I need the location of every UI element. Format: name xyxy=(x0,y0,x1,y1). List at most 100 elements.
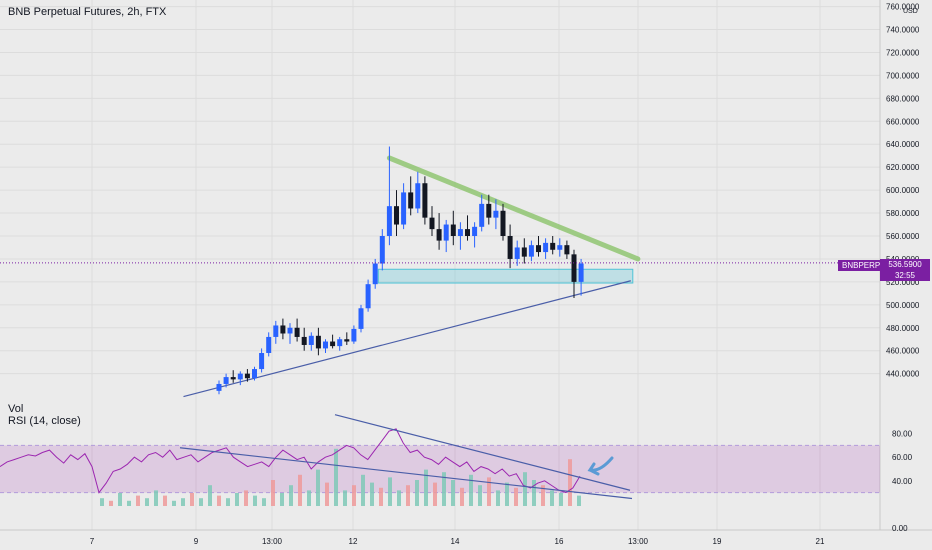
rsi-tick-label: 80.00 xyxy=(892,430,913,439)
candle-body xyxy=(230,377,236,380)
volume-bar xyxy=(109,500,113,506)
candle-body xyxy=(507,236,513,259)
candle-body xyxy=(294,327,300,337)
volume-bar xyxy=(217,495,221,506)
candle-body xyxy=(379,236,385,264)
volume-bar xyxy=(370,482,374,506)
candle-body xyxy=(465,229,470,236)
x-tick-label: 21 xyxy=(816,537,825,546)
volume-bar xyxy=(316,469,320,506)
candle-body xyxy=(514,247,520,259)
volume-bar xyxy=(487,477,491,506)
volume-bar xyxy=(541,485,545,506)
volume-bar xyxy=(253,495,257,506)
rsi-line xyxy=(0,428,581,494)
y-tick-label: 700.0000 xyxy=(886,71,920,80)
volume-bar xyxy=(415,480,419,506)
support-zone xyxy=(377,268,634,284)
candle-body xyxy=(365,284,371,309)
volume-bar xyxy=(505,482,509,506)
candle-body xyxy=(323,341,328,349)
rsi-tick-label: 40.00 xyxy=(892,477,913,486)
volume-bar xyxy=(172,500,176,506)
annotation-arrow xyxy=(587,456,614,476)
volume-bar xyxy=(271,480,275,506)
volume-bar xyxy=(469,474,473,506)
volume-bar xyxy=(244,490,248,506)
candle-body xyxy=(450,224,456,236)
rsi-band xyxy=(0,445,880,493)
candle-body xyxy=(223,377,229,384)
volume-label: Vol xyxy=(8,403,24,415)
candle-body xyxy=(280,325,286,334)
volume-bar xyxy=(298,474,302,506)
candle-body xyxy=(408,192,414,209)
y-tick-label: 460.0000 xyxy=(886,347,920,356)
candle-body xyxy=(415,183,421,209)
volume-bar xyxy=(190,493,194,506)
candle-body xyxy=(259,353,265,370)
volume-bar xyxy=(568,459,572,506)
volume-bar xyxy=(406,485,410,506)
volume-bar xyxy=(334,448,338,506)
candle-body xyxy=(500,210,506,236)
y-tick-label: 640.0000 xyxy=(886,140,920,149)
rsi-tick-label: 60.00 xyxy=(892,453,913,462)
volume-bar xyxy=(559,493,563,506)
candle-body xyxy=(457,229,463,236)
volume-bar xyxy=(433,482,437,506)
candle-body xyxy=(301,336,307,345)
volume-bar xyxy=(496,490,500,506)
volume-bar xyxy=(208,485,212,506)
volume-bar xyxy=(226,498,230,506)
volume-bar xyxy=(307,490,311,506)
bar-countdown: 32:55 xyxy=(894,271,916,280)
candle-body xyxy=(351,328,357,342)
y-tick-label: 740.0000 xyxy=(886,26,920,35)
volume-bar xyxy=(100,498,104,506)
x-tick-label: 7 xyxy=(90,537,95,546)
candle-body xyxy=(564,245,570,255)
candle-body xyxy=(216,383,222,391)
candle-body xyxy=(266,336,272,353)
rsi-tick-label: 0.00 xyxy=(892,524,908,533)
candle-body xyxy=(571,254,577,282)
candle-body xyxy=(394,206,399,225)
chart-title: BNB Perpetual Futures, 2h, FTX xyxy=(8,6,167,18)
volume-bar xyxy=(352,485,356,506)
currency-label: USD xyxy=(903,8,918,15)
volume-bar xyxy=(397,490,401,506)
ascending-trendline xyxy=(183,280,631,398)
volume-bar xyxy=(532,480,536,506)
y-tick-label: 480.0000 xyxy=(886,324,920,333)
rsi-label: RSI (14, close) xyxy=(8,415,81,427)
volume-bar xyxy=(289,485,293,506)
candle-body xyxy=(472,226,478,236)
volume-bar xyxy=(343,490,347,506)
volume-bar xyxy=(325,482,329,506)
rsi-trendline-upper xyxy=(334,414,631,491)
candle-body xyxy=(244,373,250,379)
volume-bar xyxy=(145,498,149,506)
price-badge: 536.5900 32:55 xyxy=(880,259,930,281)
candle-body xyxy=(493,210,499,218)
y-tick-label: 760.0000 xyxy=(886,3,920,12)
candle-body xyxy=(436,229,442,241)
candle-body xyxy=(315,335,321,349)
y-tick-label: 620.0000 xyxy=(886,163,920,172)
x-tick-label: 19 xyxy=(713,537,722,546)
candle-body xyxy=(422,183,428,218)
x-tick-label: 13:00 xyxy=(262,537,283,546)
y-tick-label: 660.0000 xyxy=(886,117,920,126)
volume-bar xyxy=(235,493,239,506)
candle-body xyxy=(308,335,314,345)
descending-channel xyxy=(386,155,641,262)
volume-bar xyxy=(577,495,581,506)
candle-body xyxy=(401,192,407,225)
x-tick-label: 13:00 xyxy=(628,537,649,546)
volume-bar xyxy=(478,485,482,506)
volume-bar xyxy=(262,498,266,506)
volume-bar xyxy=(460,487,464,506)
y-tick-label: 580.0000 xyxy=(886,209,920,218)
